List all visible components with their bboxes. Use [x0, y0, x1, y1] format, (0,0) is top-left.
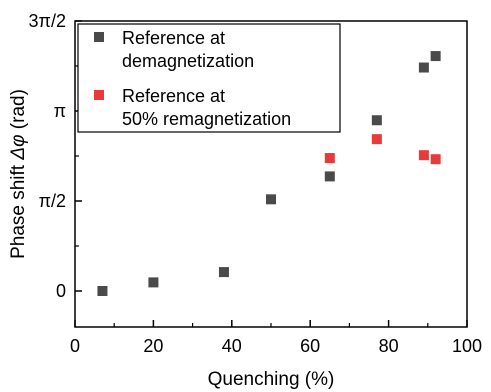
- point-remagnetization: [371, 134, 382, 145]
- y-tick-label: π: [54, 101, 66, 121]
- y-axis-label: Phase shift Δφ (rad): [8, 89, 29, 259]
- x-tick-label: 80: [379, 336, 399, 356]
- x-tick-label: 40: [222, 336, 242, 356]
- point-demagnetization: [266, 194, 276, 205]
- x-tick-label: 20: [143, 336, 163, 356]
- point-demagnetization: [148, 277, 159, 288]
- x-tick-label: 60: [300, 336, 320, 356]
- point-demagnetization: [418, 62, 429, 73]
- point-remagnetization: [324, 153, 335, 164]
- x-tick-label: 100: [452, 336, 482, 356]
- point-remagnetization: [430, 154, 441, 165]
- legend-box: [77, 23, 341, 133]
- data-points: [97, 51, 441, 296]
- point-demagnetization: [371, 115, 382, 126]
- legend-swatch: [94, 90, 104, 100]
- y-tick-label: 0: [56, 281, 66, 301]
- y-axis-ticks: 0 π/2 π 3π/2: [29, 11, 82, 301]
- y-tick-label: π/2: [39, 191, 66, 211]
- legend-swatch: [94, 32, 104, 42]
- x-tick-label: 0: [70, 336, 80, 356]
- point-demagnetization: [97, 285, 108, 296]
- x-axis-ticks: 0 20 40 60 80 100: [70, 320, 482, 356]
- legend-label: 50% remagnetization: [122, 109, 291, 129]
- legend: Reference at demagnetization Reference at 5…: [77, 23, 341, 133]
- point-remagnetization: [418, 150, 429, 161]
- point-demagnetization: [430, 51, 441, 62]
- point-demagnetization: [218, 267, 229, 278]
- legend-label: Reference at: [122, 86, 225, 106]
- x-axis-label: Quenching (%): [208, 369, 335, 390]
- y-tick-label: 3π/2: [29, 11, 66, 31]
- point-demagnetization: [324, 171, 335, 182]
- legend-label: Reference at: [122, 28, 225, 48]
- legend-label: demagnetization: [122, 51, 254, 71]
